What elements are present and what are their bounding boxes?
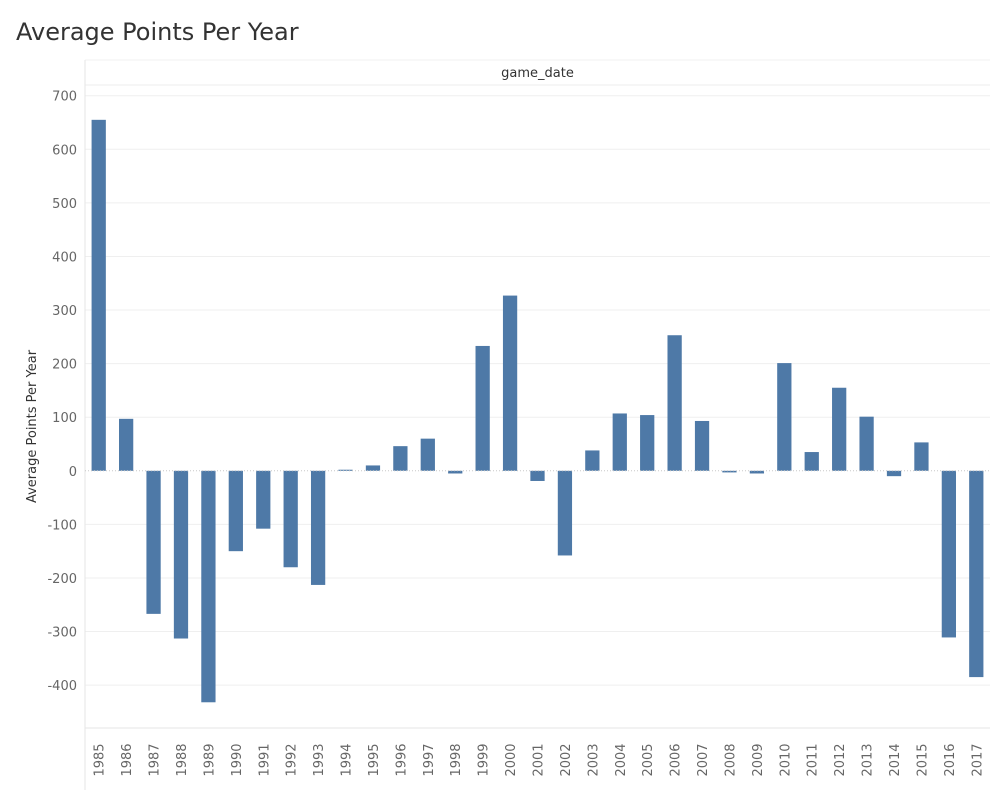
x-tick-label-1992: 1992	[285, 743, 300, 776]
y-tick-label: 300	[52, 304, 77, 319]
bar-1996[interactable]	[393, 446, 408, 471]
bar-2015[interactable]	[914, 442, 929, 471]
bar-1998[interactable]	[448, 470, 463, 474]
bar-1994[interactable]	[338, 469, 353, 471]
x-tick-label-2004: 2004	[614, 743, 629, 776]
x-tick-label-1988: 1988	[175, 743, 190, 776]
x-tick-label-2015: 2015	[915, 743, 930, 776]
bar-2000[interactable]	[502, 295, 518, 471]
y-tick-label: 100	[52, 411, 77, 426]
y-tick-label: 500	[52, 197, 77, 212]
bar-2005[interactable]	[640, 415, 655, 471]
bar-2008[interactable]	[722, 470, 737, 473]
y-tick-label: -200	[47, 572, 77, 587]
bar-2009[interactable]	[749, 470, 765, 474]
bar-2006[interactable]	[667, 335, 682, 471]
x-tick-label-2005: 2005	[641, 743, 656, 776]
y-tick-label: -300	[47, 626, 77, 641]
bar-2016[interactable]	[941, 470, 956, 638]
y-tick-label: 700	[52, 90, 77, 105]
x-tick-label-2008: 2008	[723, 743, 738, 776]
x-tick-label-2013: 2013	[861, 743, 876, 776]
bar-1997[interactable]	[420, 438, 435, 471]
x-tick-label-2001: 2001	[532, 743, 547, 776]
x-tick-label-1987: 1987	[148, 743, 163, 776]
bar-2017[interactable]	[969, 470, 984, 678]
y-tick-label: 400	[52, 250, 77, 265]
bar-2001[interactable]	[530, 470, 545, 481]
x-tick-label-2006: 2006	[669, 743, 684, 776]
x-tick-label-1993: 1993	[312, 743, 327, 776]
x-tick-label-2011: 2011	[806, 743, 821, 776]
bar-1989[interactable]	[201, 470, 216, 703]
x-tick-label-1995: 1995	[367, 743, 382, 776]
bar-2003[interactable]	[585, 450, 600, 471]
x-tick-label-2014: 2014	[888, 743, 903, 776]
bar-1988[interactable]	[173, 470, 189, 639]
x-tick-label-1990: 1990	[230, 743, 245, 776]
bar-1990[interactable]	[228, 470, 243, 552]
column-header: game_date	[501, 66, 574, 81]
x-tick-label-1997: 1997	[422, 743, 437, 776]
bar-2004[interactable]	[612, 413, 627, 471]
x-tick-label-1996: 1996	[394, 743, 409, 776]
x-tick-label-2012: 2012	[833, 743, 848, 776]
x-tick-label-1986: 1986	[120, 743, 135, 776]
x-tick-label-1994: 1994	[340, 743, 355, 776]
y-tick-label: 0	[69, 465, 77, 480]
x-tick-label-1991: 1991	[257, 743, 272, 776]
x-tick-label-1985: 1985	[93, 743, 108, 776]
chart-title: Average Points Per Year	[16, 18, 299, 46]
bar-1987[interactable]	[146, 470, 161, 614]
x-tick-label-1998: 1998	[449, 743, 464, 776]
x-tick-label-2009: 2009	[751, 743, 766, 776]
x-tick-label-2016: 2016	[943, 743, 958, 776]
bar-1992[interactable]	[283, 470, 298, 568]
bar-1991[interactable]	[256, 470, 271, 529]
bar-1985[interactable]	[91, 119, 106, 471]
y-tick-label: -100	[47, 518, 77, 533]
bar-1993[interactable]	[310, 470, 326, 585]
bar-2011[interactable]	[804, 452, 819, 471]
y-axis-title: Average Points Per Year	[25, 349, 40, 503]
x-tick-label-1989: 1989	[202, 743, 217, 776]
x-tick-label-2010: 2010	[778, 743, 793, 776]
bar-2010[interactable]	[777, 363, 792, 471]
bar-1986[interactable]	[119, 418, 134, 471]
x-tick-label-2002: 2002	[559, 743, 574, 776]
x-tick-label-2003: 2003	[586, 743, 601, 776]
y-tick-label: -400	[47, 679, 77, 694]
x-tick-label-2017: 2017	[970, 743, 985, 776]
bar-2012[interactable]	[832, 387, 847, 471]
bar-2007[interactable]	[694, 420, 710, 471]
x-tick-label-2000: 2000	[504, 743, 519, 776]
bar-2002[interactable]	[557, 470, 573, 556]
bar-1999[interactable]	[475, 345, 490, 471]
bar-2014[interactable]	[886, 470, 902, 477]
bar-1995[interactable]	[365, 465, 381, 471]
x-tick-label-1999: 1999	[477, 743, 492, 776]
bar-2013[interactable]	[859, 416, 874, 471]
y-tick-label: 600	[52, 143, 77, 158]
x-tick-label-2007: 2007	[696, 743, 711, 776]
y-tick-label: 200	[52, 358, 77, 373]
